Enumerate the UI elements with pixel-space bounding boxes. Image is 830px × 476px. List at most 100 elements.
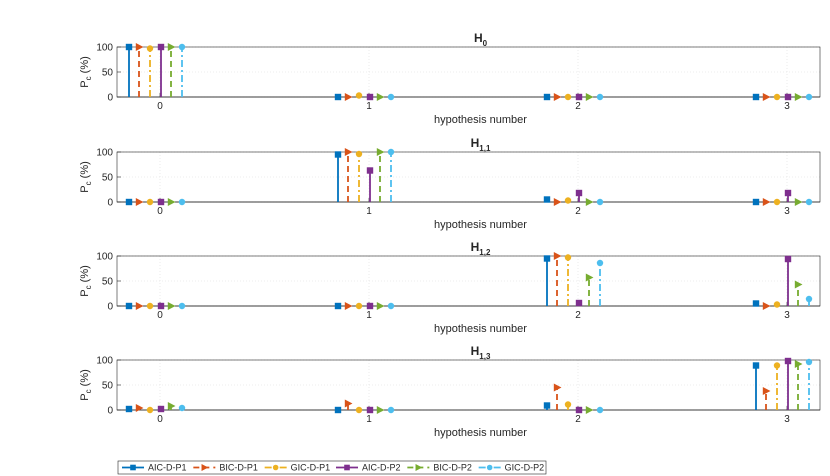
y-axis-label: Pc (%) [79,369,93,401]
y-tick-label: 100 [96,148,113,159]
y-axis-label: Pc (%) [79,265,93,297]
stem-marker [794,198,803,206]
stem-marker [344,93,353,101]
stem-marker [564,197,572,204]
stem-marker [146,45,154,52]
stem-marker [773,301,781,308]
stem-marker [334,406,342,414]
x-tick-label: 2 [575,101,581,112]
stem-marker [125,43,133,51]
legend-marker [344,464,350,471]
stem-marker [387,406,395,414]
stem-marker [125,198,133,206]
stem-marker [366,167,374,174]
stem-marker [366,93,374,101]
stem-marker [355,92,363,99]
stem-marker [125,405,133,413]
panel-title: H1,3 [471,344,491,361]
stem-marker [157,302,165,310]
y-axis-label: Pc (%) [79,56,93,88]
stem-marker [167,198,176,206]
x-tick-label: 1 [366,414,372,425]
x-tick-label: 2 [575,414,581,425]
stem-marker [376,302,385,310]
stem-marker [585,273,594,282]
stem-marker [387,148,395,156]
legend: AIC-D-P1 BIC-D-P1 GIC-D-P1 AIC-D-P2 BIC-D-P2… [117,460,547,475]
x-axis-label: hypothesis number [434,219,527,231]
stem-marker [805,198,813,206]
stem-marker [543,402,551,409]
x-tick-label: 3 [784,310,790,321]
stem-marker [553,93,562,101]
stem-marker [794,280,803,289]
x-tick-label: 3 [784,101,790,112]
stem-marker [773,198,781,206]
stem-marker [762,302,771,310]
x-tick-label: 1 [366,206,372,217]
stem-marker [355,406,363,414]
stem-marker [157,198,165,206]
panel-title: H0 [474,31,488,48]
legend-label: AIC-D-P2 [362,463,401,473]
stem-marker [344,302,353,310]
stem-marker [334,302,342,310]
stem-marker [125,302,133,310]
stem-marker [553,198,562,206]
y-tick-label: 0 [107,198,113,209]
stem-marker [784,189,792,197]
stem-marker [805,93,813,101]
stem-marker [146,302,154,310]
stem-marker [135,198,144,206]
stem-marker [805,295,813,303]
stem-marker [553,252,562,260]
x-axis-label: hypothesis number [434,427,527,439]
stem-marker [794,360,803,368]
stem-marker [762,198,771,206]
y-tick-label: 50 [102,277,114,288]
chart-panel-0: 0 50 100 0 1 2 3 H0 hypothesis number Pc (%) [79,31,821,126]
stem-marker [784,357,792,365]
stem-marker [543,196,551,203]
stem-marker [178,43,186,51]
stem-marker [178,404,186,412]
y-tick-label: 0 [107,406,113,417]
stem-marker [564,254,572,261]
stem-marker [596,198,604,206]
stem-marker [135,404,144,412]
y-tick-label: 0 [107,93,113,104]
legend-marker [130,464,136,471]
stem-marker [157,405,165,413]
stem-marker [135,302,144,310]
stem-marker [773,362,781,369]
y-tick-label: 50 [102,381,114,392]
stem-marker [366,302,374,310]
y-tick-label: 0 [107,302,113,313]
stem-marker [178,198,186,206]
stem-marker [387,93,395,101]
stem-marker [596,259,604,267]
stem-marker [762,387,771,395]
stem-marker [344,148,353,156]
legend-marker [272,464,279,471]
stem-marker [575,93,583,101]
stem-marker [596,93,604,101]
stem-marker [355,302,363,310]
stem-marker [376,406,385,414]
stem-marker [596,406,604,414]
stem-marker [564,401,572,408]
stem-marker [575,299,583,307]
x-tick-label: 3 [784,414,790,425]
panel-title: H1,1 [471,136,491,153]
x-tick-label: 2 [575,310,581,321]
y-tick-label: 100 [96,252,113,263]
stem-marker [387,302,395,310]
stem-marker [178,302,186,310]
chart-panel-1: 0 50 100 0 1 2 3 H1,1 hypothesis number Pc (%) [79,136,821,231]
stem-marker [794,93,803,101]
stem-marker [376,93,385,101]
stem-marker [366,406,374,414]
stem-marker [752,198,760,206]
stem-marker [585,93,594,101]
